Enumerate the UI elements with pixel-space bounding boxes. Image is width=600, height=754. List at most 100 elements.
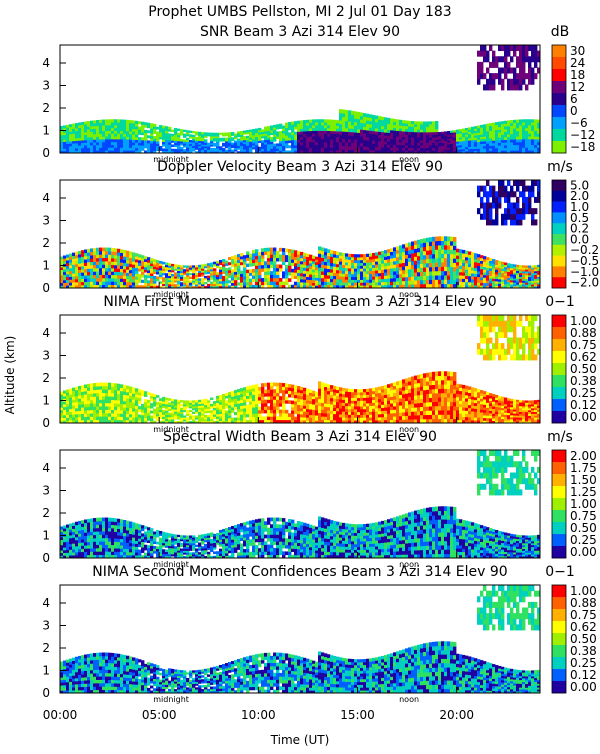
y-tick-label: 2: [42, 371, 50, 385]
heatmap-cells: [60, 180, 540, 288]
colorbar-swatch: [552, 129, 566, 141]
y-tick-label: 1: [42, 259, 50, 273]
heatmap-cells: [60, 585, 540, 693]
colorbar-swatch: [552, 202, 566, 213]
unit-label: dB: [551, 24, 570, 40]
heatmap-cells: [60, 315, 540, 423]
y-axis-label: Altitude (km): [3, 336, 17, 415]
colorbar-swatch: [552, 363, 566, 375]
x-tick-label: 05:00: [142, 708, 177, 722]
colorbar-swatch: [552, 474, 566, 486]
colorbar-swatch: [552, 315, 566, 327]
colorbar-swatch: [552, 498, 566, 510]
colorbar-label: −2.0: [570, 276, 599, 290]
y-tick-label: 1: [42, 394, 50, 408]
colorbar-swatch: [552, 223, 566, 234]
colorbar-swatch: [552, 546, 566, 558]
colorbar-swatch: [552, 534, 566, 546]
panel-title: SNR Beam 3 Azi 314 Elev 90: [200, 24, 400, 40]
y-tick-label: 4: [42, 326, 50, 340]
unit-label: 0−1: [545, 294, 575, 310]
y-tick-label: 4: [42, 191, 50, 205]
colorbar-swatch: [552, 657, 566, 669]
colorbar-swatch: [552, 462, 566, 474]
colorbar-swatch: [552, 327, 566, 339]
colorbar-swatch: [552, 645, 566, 657]
x-tick-label: 20:00: [439, 708, 474, 722]
chart-panel-5: NIMA Second Moment Confidences Beam 3 Az…: [42, 564, 596, 704]
x-axis-label: Time (UT): [270, 733, 330, 747]
y-tick-label: 0: [42, 146, 50, 160]
figure-title: Prophet UMBS Pellston, MI 2 Jul 01 Day 1…: [148, 4, 451, 20]
colorbar-swatch: [552, 266, 566, 277]
colorbar-label: 0.00: [570, 410, 597, 424]
y-tick-label: 0: [42, 281, 50, 295]
panel-title: Doppler Velocity Beam 3 Azi 314 Elev 90: [157, 159, 443, 175]
colorbar-swatch: [552, 399, 566, 411]
colorbar-swatch: [552, 277, 566, 288]
colorbar-swatch: [552, 105, 566, 117]
unit-label: m/s: [547, 429, 573, 445]
y-tick-label: 4: [42, 56, 50, 70]
midnight-marker: midnight: [153, 695, 189, 704]
colorbar-swatch: [552, 411, 566, 423]
colorbar-swatch: [552, 57, 566, 69]
heatmap-cells: [60, 45, 540, 153]
y-tick-label: 4: [42, 461, 50, 475]
noon-marker: noon: [399, 695, 419, 704]
heatmap-cells: [60, 450, 540, 558]
y-tick-label: 1: [42, 529, 50, 543]
colorbar-swatch: [552, 339, 566, 351]
colorbar-swatch: [552, 141, 566, 153]
colorbar-swatch: [552, 256, 566, 267]
panel-title: Spectral Width Beam 3 Azi 314 Elev 90: [163, 429, 437, 445]
colorbar-swatch: [552, 117, 566, 129]
chart-panel-3: NIMA First Moment Confidences Beam 3 Azi…: [42, 294, 596, 434]
colorbar-swatch: [552, 45, 566, 57]
colorbar-label: −18: [570, 140, 595, 154]
colorbar-swatch: [552, 585, 566, 597]
colorbar-swatch: [552, 621, 566, 633]
colorbar-swatch: [552, 234, 566, 245]
colorbar-swatch: [552, 522, 566, 534]
y-tick-label: 3: [42, 619, 50, 633]
y-tick-label: 2: [42, 506, 50, 520]
chart-panel-2: Doppler Velocity Beam 3 Azi 314 Elev 90 m…: [42, 159, 599, 299]
colorbar-swatch: [552, 93, 566, 105]
y-tick-label: 2: [42, 641, 50, 655]
colorbar-swatch: [552, 633, 566, 645]
colorbar-swatch: [552, 387, 566, 399]
colorbar-swatch: [552, 245, 566, 256]
unit-label: 0−1: [545, 564, 575, 580]
y-tick-label: 3: [42, 484, 50, 498]
colorbar-swatch: [552, 486, 566, 498]
colorbar-swatch: [552, 180, 566, 191]
x-tick-label: 00:00: [43, 708, 78, 722]
colorbar-swatch: [552, 81, 566, 93]
colorbar-swatch: [552, 450, 566, 462]
colorbar-swatch: [552, 681, 566, 693]
colorbar-swatch: [552, 597, 566, 609]
unit-label: m/s: [547, 159, 573, 175]
colorbar-swatch: [552, 609, 566, 621]
colorbar-swatch: [552, 510, 566, 522]
y-tick-label: 0: [42, 416, 50, 430]
y-tick-label: 3: [42, 214, 50, 228]
panels: SNR Beam 3 Azi 314 Elev 90 dB 0 1 2 3 4 midnigh…: [42, 24, 599, 704]
y-tick-label: 3: [42, 349, 50, 363]
time-axis: 00:00 05:00 10:00 15:00 20:00: [43, 708, 474, 722]
y-tick-label: 0: [42, 551, 50, 565]
panel-title: NIMA Second Moment Confidences Beam 3 Az…: [92, 564, 507, 580]
colorbar-label: 0.00: [570, 680, 597, 694]
x-tick-label: 15:00: [340, 708, 375, 722]
y-tick-label: 2: [42, 236, 50, 250]
y-tick-label: 1: [42, 124, 50, 138]
y-tick-label: 0: [42, 686, 50, 700]
colorbar-label: 0.00: [570, 545, 597, 559]
colorbar-swatch: [552, 191, 566, 202]
y-tick-label: 4: [42, 596, 50, 610]
panel-title: NIMA First Moment Confidences Beam 3 Azi…: [103, 294, 496, 310]
x-tick-label: 10:00: [241, 708, 276, 722]
